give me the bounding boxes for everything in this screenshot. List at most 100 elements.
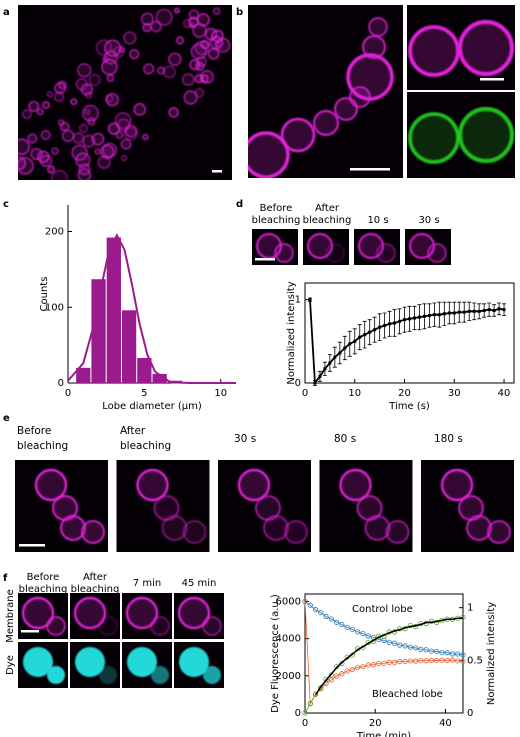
micrograph <box>407 5 515 90</box>
data-point <box>418 646 424 653</box>
scale-bar <box>480 78 504 81</box>
micrograph <box>421 460 514 552</box>
lobe <box>34 468 68 502</box>
lobe <box>427 243 447 263</box>
data-point <box>349 666 355 673</box>
data-point <box>313 381 317 385</box>
lobe <box>105 94 114 103</box>
lobe <box>150 616 170 636</box>
data-point <box>412 658 419 664</box>
data-point <box>457 310 461 314</box>
data-point <box>432 313 436 317</box>
droplet <box>203 666 221 684</box>
caption: 30 s <box>418 215 440 226</box>
data-point <box>391 659 398 665</box>
lobe <box>106 74 115 82</box>
data-point <box>312 607 319 613</box>
panel-letter: c <box>3 199 9 210</box>
caption: After bleaching <box>70 572 120 595</box>
data-point <box>381 660 387 666</box>
x-tick-label: 0 <box>65 388 71 399</box>
panel-letter: d <box>236 199 243 210</box>
lobe <box>200 74 209 83</box>
lobe <box>46 91 54 98</box>
data-point <box>365 662 371 668</box>
lobe <box>78 163 91 176</box>
lobe <box>77 63 92 78</box>
micrograph <box>174 593 224 639</box>
data-point <box>398 319 402 323</box>
lobe <box>466 515 492 541</box>
panel-letter: f <box>3 573 8 584</box>
data-point <box>348 342 352 346</box>
lobe <box>54 82 66 94</box>
histogram-bar <box>121 310 137 383</box>
data-point <box>360 631 366 637</box>
lobe <box>408 25 460 77</box>
caption: Before bleaching <box>18 572 68 595</box>
y-tick-label: 6000 <box>276 596 301 607</box>
data-point <box>373 328 377 332</box>
data-point <box>412 316 416 320</box>
data-point <box>383 324 387 327</box>
y2-tick-label: 0 <box>467 708 473 719</box>
micrograph <box>248 5 403 178</box>
data-point <box>386 639 392 645</box>
x-tick-label: 0 <box>302 718 308 729</box>
x-axis-label: Time (min) <box>356 731 411 737</box>
histogram-bar <box>76 367 91 383</box>
lobe <box>100 144 115 159</box>
lobe <box>129 49 140 60</box>
data-point <box>333 355 337 359</box>
lobe <box>207 48 220 60</box>
caption: Before bleaching <box>251 203 301 226</box>
data-point <box>423 647 429 653</box>
lobe <box>364 515 391 541</box>
caption: 180 s <box>434 433 463 445</box>
y-tick-label: 4000 <box>276 634 301 645</box>
data-point <box>323 367 327 371</box>
micrograph <box>405 229 451 265</box>
histogram-bar <box>137 358 152 383</box>
lobe <box>82 134 96 148</box>
data-point <box>308 298 312 302</box>
data-point <box>427 314 431 317</box>
data-point <box>403 318 407 322</box>
y2-tick-label: 1 <box>467 603 473 614</box>
lobe <box>168 107 179 118</box>
lobe <box>61 129 75 142</box>
data-point <box>318 609 324 616</box>
data-point <box>412 645 419 651</box>
lobe <box>143 63 155 75</box>
lobe <box>22 109 32 119</box>
lobe <box>72 132 85 144</box>
y-tick-label: 100 <box>45 302 64 313</box>
lobe <box>263 515 289 541</box>
data-point <box>349 626 355 632</box>
lobe <box>213 7 221 15</box>
histogram-bar <box>91 279 106 383</box>
lobe <box>116 118 131 132</box>
lobe <box>51 170 68 180</box>
x-axis-label: Lobe diameter (µm) <box>102 401 202 412</box>
lobe <box>346 53 394 101</box>
data-point <box>338 351 342 355</box>
fit-curve <box>67 233 236 384</box>
data-point <box>328 361 332 365</box>
data-line <box>309 299 505 386</box>
lobe <box>136 468 169 502</box>
lobe <box>18 157 34 175</box>
lobe <box>177 596 211 630</box>
caption: 30 s <box>234 433 257 445</box>
data-point <box>434 657 440 664</box>
x-tick-label: 30 <box>448 388 461 399</box>
micrograph <box>116 460 210 552</box>
data-point <box>307 602 313 608</box>
lobe <box>120 138 132 150</box>
lobe <box>125 596 159 630</box>
data-point <box>402 643 408 649</box>
data-point <box>318 374 322 378</box>
data-point <box>460 658 466 664</box>
micrograph <box>18 642 68 688</box>
lobe <box>368 17 388 37</box>
